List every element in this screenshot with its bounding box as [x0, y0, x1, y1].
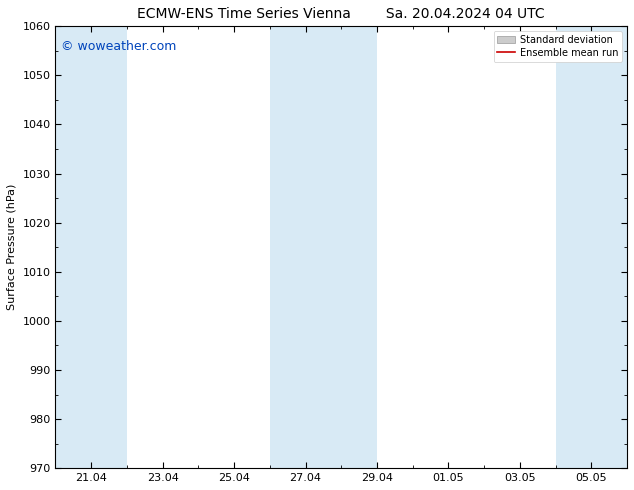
Bar — [555, 26, 627, 468]
Bar — [56, 26, 127, 468]
Bar — [306, 26, 377, 468]
Title: ECMW-ENS Time Series Vienna        Sa. 20.04.2024 04 UTC: ECMW-ENS Time Series Vienna Sa. 20.04.20… — [138, 7, 545, 21]
Text: © woweather.com: © woweather.com — [61, 40, 177, 52]
Legend: Standard deviation, Ensemble mean run: Standard deviation, Ensemble mean run — [493, 31, 622, 62]
Y-axis label: Surface Pressure (hPa): Surface Pressure (hPa) — [7, 184, 17, 311]
Bar — [270, 26, 341, 468]
